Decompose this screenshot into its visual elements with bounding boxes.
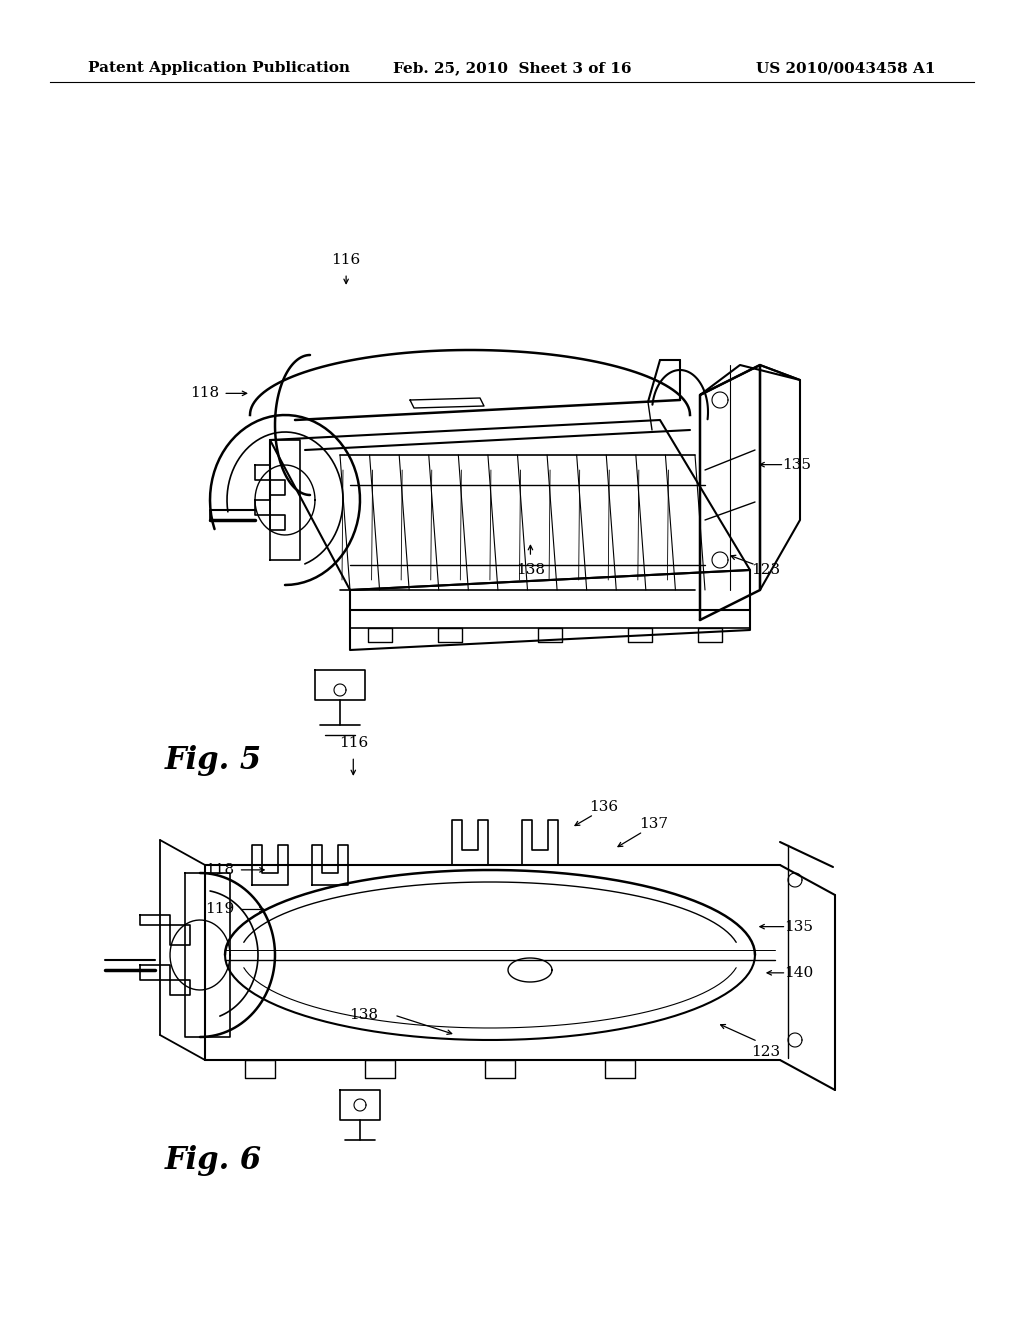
Text: 116: 116 [339, 737, 368, 750]
Text: 119: 119 [206, 903, 234, 916]
Text: Patent Application Publication: Patent Application Publication [88, 61, 350, 75]
Text: 116: 116 [332, 253, 360, 267]
Text: US 2010/0043458 A1: US 2010/0043458 A1 [757, 61, 936, 75]
Text: 138: 138 [349, 1008, 378, 1022]
Text: 138: 138 [516, 564, 545, 577]
Text: 140: 140 [784, 966, 813, 979]
Text: Fig. 6: Fig. 6 [165, 1144, 262, 1176]
Text: 123: 123 [752, 1045, 780, 1059]
Text: 137: 137 [639, 817, 668, 830]
Text: 123: 123 [752, 564, 780, 577]
Text: 135: 135 [784, 920, 813, 933]
Text: 135: 135 [782, 458, 811, 471]
Text: 118: 118 [190, 387, 219, 400]
Text: 136: 136 [590, 800, 618, 813]
Text: Feb. 25, 2010  Sheet 3 of 16: Feb. 25, 2010 Sheet 3 of 16 [393, 61, 631, 75]
Text: Fig. 5: Fig. 5 [165, 744, 262, 776]
Text: 118: 118 [206, 863, 234, 876]
